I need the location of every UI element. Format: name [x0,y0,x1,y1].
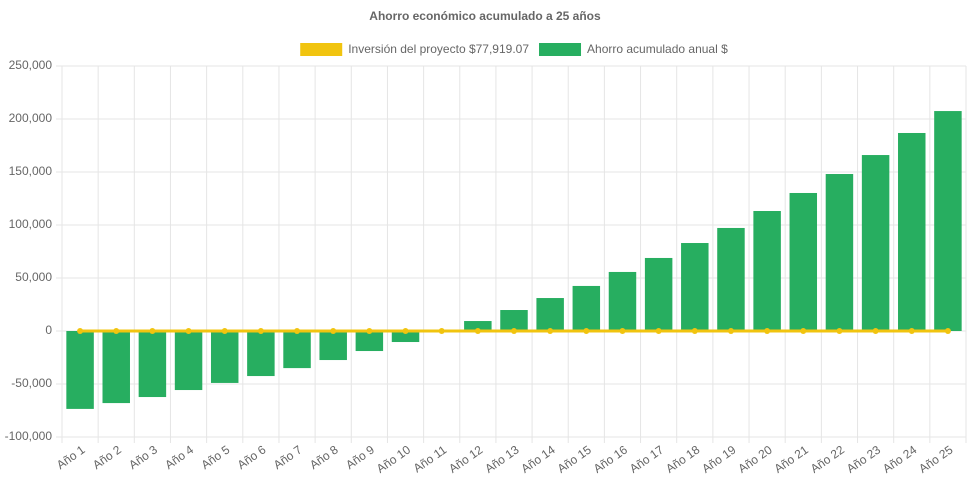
bar [934,111,962,331]
point [872,328,879,334]
bar [66,331,94,409]
x-tick-label: Año 15 [555,442,594,475]
point [185,328,192,334]
point [908,328,915,334]
y-tick-label: 250,000 [9,58,53,72]
bar [717,227,745,331]
bar [536,298,564,331]
bar [898,132,926,331]
x-tick-label: Año 8 [307,442,341,472]
y-tick-label: 200,000 [9,111,53,125]
x-tick-label: Año 10 [374,442,413,475]
x-tick-label: Año 2 [90,442,124,472]
chart-title: Ahorro económico acumulado a 25 años [369,9,601,23]
bar [247,331,275,377]
point [366,328,373,334]
point [77,328,84,334]
bar [319,331,347,361]
bar [572,285,601,331]
bar [355,331,384,352]
point [547,328,554,334]
point [221,328,228,334]
x-tick-label: Año 23 [844,442,883,475]
point [113,328,120,334]
x-tick-label: Año 12 [446,442,485,475]
x-tick-label: Año 25 [916,442,955,475]
x-tick-label: Año 5 [199,442,233,472]
x-tick-label: Año 9 [343,442,377,472]
bar [500,310,528,331]
point [511,328,517,334]
x-tick-label: Año 17 [627,442,666,475]
y-tick-label: 50,000 [15,270,52,284]
point [764,328,771,334]
legend-label: Ahorro acumulado anual $ [587,42,728,56]
legend-swatch [539,43,582,56]
point [149,328,156,334]
legend-label: Inversión del proyecto $77,919.07 [348,42,529,56]
y-tick-label: 150,000 [9,164,53,178]
x-tick-label: Año 22 [808,442,847,475]
x-tick-label: Año 24 [880,442,919,475]
bar [608,271,637,331]
bar [861,155,890,331]
y-tick-label: -100,000 [5,429,53,443]
y-tick-label: 0 [45,323,52,337]
bar [210,331,239,383]
point [294,328,301,334]
x-tick-label: Año 4 [162,442,196,472]
bar [174,331,203,391]
bar [391,331,420,343]
bar [789,192,818,331]
point [944,328,951,334]
point [655,328,662,334]
x-tick-label: Año 19 [699,442,738,475]
x-tick-label: Año 3 [126,442,160,472]
x-tick-label: Año 21 [772,442,811,475]
point [727,328,734,334]
point [330,328,337,334]
point [836,328,843,334]
bar [138,331,167,398]
x-tick-label: Año 6 [235,442,269,472]
point [402,328,409,334]
point [474,328,481,334]
x-tick-label: Año 11 [411,442,450,475]
y-tick-label: -50,000 [11,376,52,390]
point [691,328,698,334]
bar [681,243,709,331]
bar [644,257,673,331]
x-tick-label: Año 13 [482,442,521,475]
point [438,328,445,334]
bar [753,211,781,331]
x-tick-label: Año 20 [735,442,774,475]
bar [825,174,854,331]
x-tick-label: Año 14 [519,442,558,475]
x-tick-label: Año 16 [591,442,630,475]
point [257,328,264,334]
legend-swatch [300,43,343,56]
bar [464,321,492,331]
x-tick-label: Año 1 [54,442,88,472]
y-tick-label: 100,000 [9,217,53,231]
bar [283,331,311,369]
point [800,328,807,334]
point [583,328,590,334]
x-tick-label: Año 18 [663,442,702,475]
point [619,328,626,334]
bar [102,331,130,404]
x-tick-label: Año 7 [271,442,305,472]
